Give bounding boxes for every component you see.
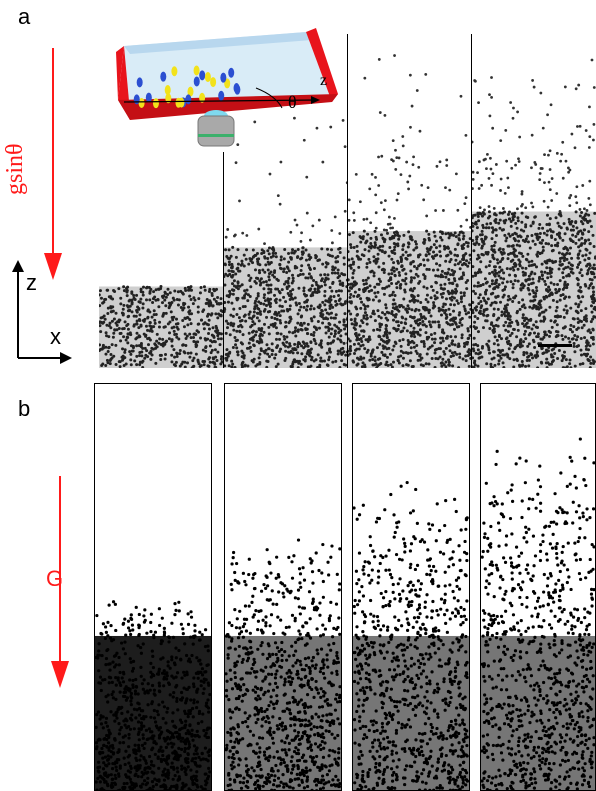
- inset-z-label: z: [320, 72, 328, 89]
- sample-cell-schematic: [116, 28, 338, 147]
- simulation-panel-1: [94, 383, 212, 791]
- simulation-panel-2: [224, 383, 342, 791]
- micrograph-panel-4: [472, 58, 596, 368]
- micrograph-panel-1: [99, 285, 223, 368]
- gravity-label-a: gsinθ: [2, 143, 28, 195]
- axes-icon: [12, 260, 72, 364]
- simulation-panel-3: [352, 383, 470, 791]
- gravity-arrow-a: [44, 48, 62, 280]
- inset-theta-label: θ: [288, 92, 297, 112]
- simulation-panel-4: [480, 383, 596, 791]
- micrograph-panel-3: [348, 54, 471, 368]
- micrograph-panel-2: [224, 86, 348, 368]
- gravity-label-b: G: [46, 566, 64, 591]
- divider-2: [347, 34, 348, 368]
- gravity-arrow-b: [51, 476, 69, 688]
- axis-x-label: x: [50, 324, 61, 349]
- panel-a-label: a: [18, 4, 31, 29]
- scale-bar: [538, 344, 572, 347]
- divider-1: [223, 152, 224, 368]
- axis-z-label: z: [26, 270, 37, 295]
- panel-b-label: b: [18, 396, 31, 421]
- divider-3: [471, 34, 472, 368]
